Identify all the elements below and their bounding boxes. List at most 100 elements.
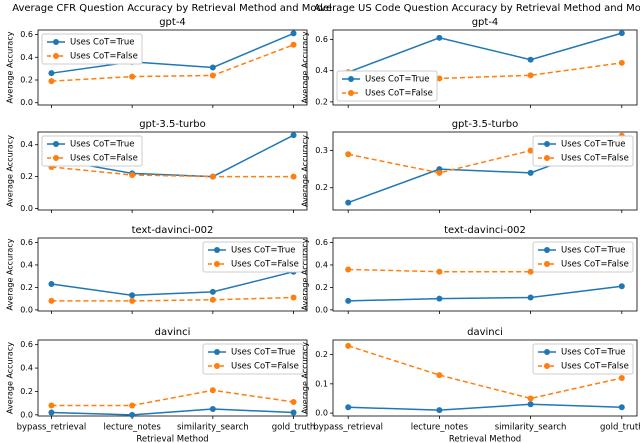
data-point <box>290 294 297 301</box>
legend-marker <box>214 261 220 267</box>
subplot-title: gpt-4 <box>472 17 499 28</box>
data-point <box>436 34 443 41</box>
data-point <box>48 409 55 416</box>
legend-label: Uses CoT=False <box>561 154 629 164</box>
y-tick-label: 0.0 <box>315 305 328 314</box>
y-tick-label: 0.3 <box>315 146 328 155</box>
x-tick-label: gold_truth <box>600 423 640 433</box>
y-tick-label: 0.0 <box>20 204 33 213</box>
data-point <box>345 199 352 206</box>
y-axis-label: Average Accuracy <box>6 342 15 414</box>
legend-box <box>532 135 634 167</box>
y-tick-label: 0.4 <box>20 53 33 62</box>
y-axis-label: Average Accuracy <box>301 342 310 414</box>
legend-label: Uses CoT=True <box>561 348 626 358</box>
data-point <box>209 64 216 71</box>
data-point <box>345 404 352 411</box>
data-point <box>48 70 55 77</box>
data-point <box>290 409 297 416</box>
y-tick-label: 0.6 <box>315 35 328 44</box>
y-axis-label: Average Accuracy <box>301 31 310 103</box>
legend-box <box>202 343 304 375</box>
series-line <box>51 389 294 407</box>
subplot-title: gpt-4 <box>159 17 186 28</box>
legend-marker <box>544 247 550 253</box>
y-axis-label: Average Accuracy <box>6 135 15 207</box>
legend-marker <box>544 349 550 355</box>
x-tick-label: similarity_search <box>495 423 567 433</box>
legend-marker <box>53 39 59 45</box>
y-tick-label: 0.2 <box>20 283 33 292</box>
data-point <box>618 59 625 66</box>
y-tick-label: 0.6 <box>20 238 33 247</box>
y-tick-label: 0.4 <box>315 260 328 269</box>
data-point <box>345 297 352 304</box>
legend-marker <box>53 53 59 59</box>
legend-label: Uses CoT=True <box>561 246 626 256</box>
data-point <box>209 288 216 295</box>
data-point <box>527 56 534 63</box>
y-tick-label: 0.2 <box>315 350 328 359</box>
legend-label: Uses CoT=False <box>231 362 299 372</box>
legend-box <box>41 33 143 65</box>
data-point <box>527 268 534 275</box>
data-point <box>209 173 216 180</box>
legend-box <box>202 241 304 273</box>
subplot-title: davinci <box>155 327 191 338</box>
y-tick-label: 0.1 <box>315 379 328 388</box>
series-line <box>51 408 294 416</box>
data-point <box>129 411 136 418</box>
data-point <box>618 283 625 290</box>
data-point <box>527 169 534 176</box>
column-title: Average US Code Question Accuracy by Ret… <box>314 3 640 14</box>
data-point <box>527 395 534 402</box>
data-point <box>527 147 534 154</box>
y-tick-label: 0.0 <box>20 98 33 107</box>
data-point <box>345 266 352 273</box>
legend-label: Uses CoT=True <box>231 246 296 256</box>
x-axis-label: Retrieval Method <box>449 435 521 443</box>
series-line <box>51 44 294 82</box>
data-point <box>209 296 216 303</box>
data-point <box>48 281 55 288</box>
data-point <box>618 30 625 37</box>
legend-marker <box>214 349 220 355</box>
legend-label: Uses CoT=False <box>561 362 629 372</box>
data-point <box>618 375 625 381</box>
y-tick-label: 0.6 <box>315 238 328 247</box>
data-point <box>48 297 55 304</box>
data-point <box>345 151 352 158</box>
plot-area <box>332 237 638 312</box>
data-point <box>209 72 216 79</box>
y-tick-label: 0.4 <box>315 66 328 75</box>
x-tick-label: bypass_retrieval <box>313 423 383 433</box>
y-tick-label: 0.6 <box>20 340 33 349</box>
plot-area <box>37 29 308 106</box>
subplot-title: gpt-3.5-turbo <box>139 119 206 130</box>
plot-area <box>332 339 638 417</box>
legend-box <box>336 70 438 102</box>
plot-area <box>37 339 308 417</box>
data-point <box>436 268 443 275</box>
column-title: Average CFR Question Accuracy by Retriev… <box>12 3 332 14</box>
x-tick-label: lecture_notes <box>103 423 161 433</box>
legend-label: Uses CoT=False <box>365 89 433 99</box>
legend-label: Uses CoT=True <box>70 140 135 150</box>
y-tick-label: 0.2 <box>20 172 33 181</box>
legend-box <box>532 241 634 273</box>
legend-label: Uses CoT=True <box>70 38 135 48</box>
data-point <box>290 398 297 405</box>
y-tick-label: 0.6 <box>20 30 33 39</box>
data-point <box>48 78 55 85</box>
legend-marker <box>348 90 354 96</box>
data-point <box>209 387 216 394</box>
data-point <box>436 407 443 414</box>
legend-label: Uses CoT=False <box>70 154 138 164</box>
legend-label: Uses CoT=False <box>231 260 299 270</box>
data-point <box>527 401 534 408</box>
y-tick-label: 0.2 <box>315 97 328 106</box>
series-line <box>348 285 622 302</box>
data-point <box>290 41 297 48</box>
legend-marker <box>53 141 59 147</box>
